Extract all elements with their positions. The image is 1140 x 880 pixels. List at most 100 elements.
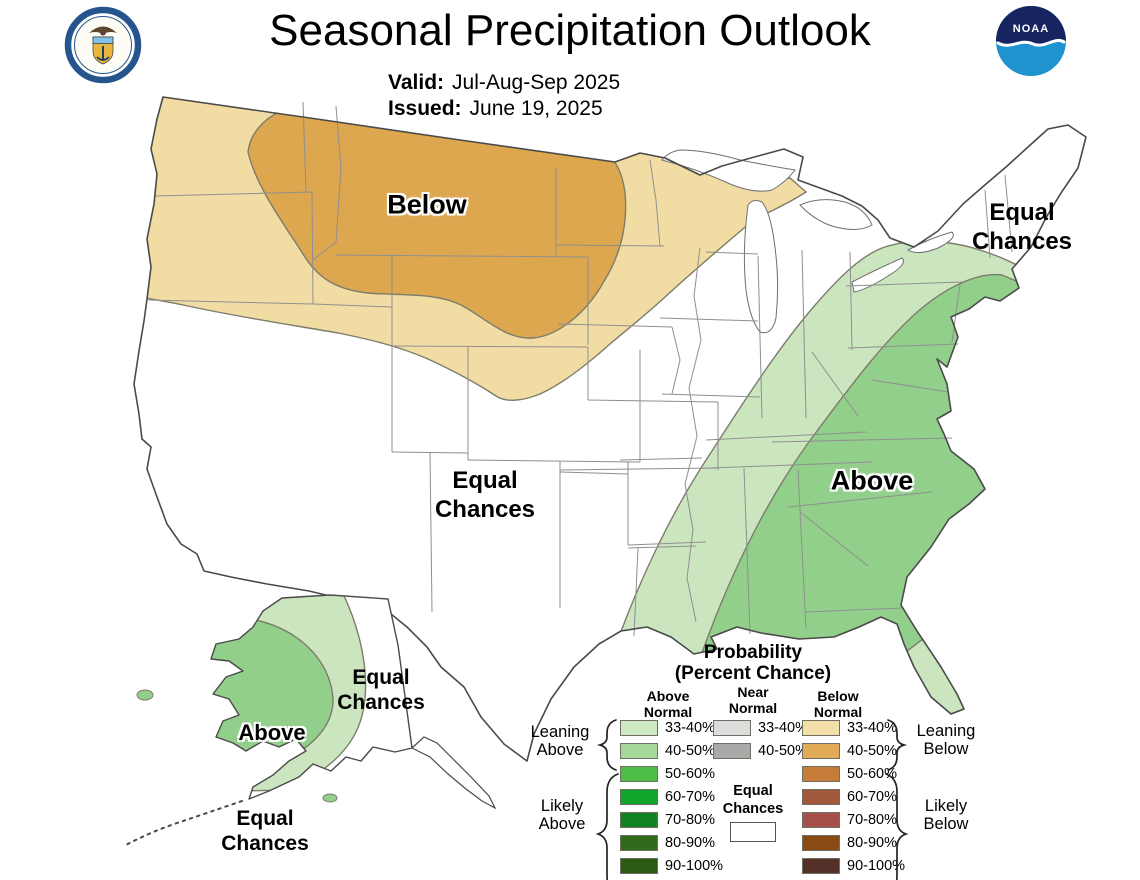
legend-column-above-normal: 33-40% 40-50% 50-60% 60-70% 70-80% 80-90% 90-1… (620, 720, 723, 880)
brace-likely-above (595, 773, 619, 880)
label-equal-chances-alaska-east: Equal Chances (337, 666, 425, 714)
legend-swatch-above-40-50% (620, 743, 658, 759)
legend-likely-below-label: Likely Below (923, 797, 969, 833)
label-equal-chances-central: Equal Chances (434, 467, 536, 523)
legend-row-label: 70-80% (847, 812, 897, 828)
legend-header-near-normal: Near Normal (728, 684, 778, 716)
legend-title: Probability (703, 642, 803, 663)
legend-row-label: 90-100% (847, 858, 906, 874)
legend-equal-chances-label: Equal Chances (722, 783, 784, 817)
legend-leaning-below-label: Leaning Below (916, 722, 976, 758)
legend-row-label: 33-40% (758, 720, 808, 736)
legend-row-below-90-100%: 90-100% (802, 858, 905, 874)
legend-row-above-40-50%: 40-50% (620, 743, 723, 759)
label-above-southeast: Above (830, 465, 914, 496)
legend-row-label: 60-70% (665, 789, 715, 805)
legend-swatch-near-40-50% (713, 743, 751, 759)
lake-michigan (743, 200, 779, 334)
legend-swatch-above-33-40% (620, 720, 658, 736)
legend-row-below-33-40%: 33-40% (802, 720, 905, 736)
legend-row-label: 50-60% (847, 766, 897, 782)
alaska-outline (210, 594, 413, 800)
legend-swatch-above-70-80% (620, 812, 658, 828)
valid-line: Valid: Jul-Aug-Sep 2025 (388, 70, 620, 96)
legend-row-near-33-40%: 33-40% (713, 720, 808, 736)
lake-superior (661, 149, 796, 192)
legend-row-label: 40-50% (847, 743, 897, 759)
legend-row-label: 40-50% (758, 743, 808, 759)
label-below: Below (387, 189, 467, 220)
legend-swatch-below-60-70% (802, 789, 840, 805)
legend-swatch-above-60-70% (620, 789, 658, 805)
noaa-logo: NOAA (996, 6, 1066, 76)
validity-block: Valid: Jul-Aug-Sep 2025 Issued: June 19, 2… (388, 70, 620, 122)
legend-header-above-normal: Above Normal (643, 688, 693, 720)
legend-swatch-below-70-80% (802, 812, 840, 828)
legend-row-label: 40-50% (665, 743, 715, 759)
nunivak-island (136, 689, 154, 701)
legend-row-label: 50-60% (665, 766, 715, 782)
lake-huron (799, 199, 873, 230)
legend-row-label: 33-40% (847, 720, 897, 736)
valid-value: Jul-Aug-Sep 2025 (452, 71, 621, 94)
legend-swatch-below-40-50% (802, 743, 840, 759)
legend-swatch-below-50-60% (802, 766, 840, 782)
legend-equal-chances-swatch (730, 822, 776, 842)
legend-swatch-below-90-100% (802, 858, 840, 874)
noaa-seagull-icon (996, 38, 1066, 47)
legend-row-below-60-70%: 60-70% (802, 789, 905, 805)
issued-line: Issued: June 19, 2025 (388, 96, 620, 122)
brace-likely-below (885, 773, 909, 880)
brace-leaning-below (887, 719, 908, 771)
brace-leaning-above (596, 719, 617, 771)
dept-of-commerce-seal (64, 6, 142, 84)
legend-row-above-70-80%: 70-80% (620, 812, 723, 828)
legend-swatch-above-80-90% (620, 835, 658, 851)
legend-braces (595, 719, 909, 880)
legend-swatch-above-50-60% (620, 766, 658, 782)
valid-label: Valid: (388, 71, 445, 94)
legend-header-below-normal: Below Normal (813, 688, 863, 720)
legend-row-label: 80-90% (665, 835, 715, 851)
legend-row-above-90-100%: 90-100% (620, 858, 723, 874)
legend-row-below-40-50%: 40-50% (802, 743, 905, 759)
legend-row-below-70-80%: 70-80% (802, 812, 905, 828)
legend-column-below-normal: 33-40% 40-50% 50-60% 60-70% 70-80% 80-90% 90-1… (802, 720, 905, 880)
legend-swatch-above-90-100% (620, 858, 658, 874)
legend-row-label: 90-100% (665, 858, 724, 874)
legend-row-above-60-70%: 60-70% (620, 789, 723, 805)
legend-row-below-50-60%: 50-60% (802, 766, 905, 782)
aleutian-islands (123, 800, 243, 847)
noaa-sky-shape (996, 6, 1066, 46)
legend-row-label: 70-80% (665, 812, 715, 828)
legend-likely-above-label: Likely Above (538, 797, 586, 833)
lake-ontario (906, 231, 954, 254)
legend-row-below-80-90%: 80-90% (802, 835, 905, 851)
legend-row-label: 60-70% (847, 789, 897, 805)
us-outline (133, 96, 1087, 762)
alaska-panhandle (410, 736, 497, 810)
great-lakes (661, 149, 954, 334)
label-above-alaska: Above (238, 720, 306, 745)
state-boundaries (147, 101, 1013, 637)
issued-value: June 19, 2025 (469, 97, 603, 120)
legend-row-above-80-90%: 80-90% (620, 835, 723, 851)
label-equal-chances-northeast: Equal Chances (971, 199, 1073, 255)
legend-swatch-below-33-40% (802, 720, 840, 736)
noaa-logo-text: NOAA (1013, 23, 1049, 35)
issued-label: Issued: (388, 97, 462, 120)
lake-erie (851, 257, 904, 293)
probability-legend: Probability (Percent Chance) Above Norma… (530, 642, 1010, 880)
legend-swatch-below-80-90% (802, 835, 840, 851)
legend-row-label: 33-40% (665, 720, 715, 736)
page-title: Seasonal Precipitation Outlook (269, 6, 871, 55)
legend-swatch-near-33-40% (713, 720, 751, 736)
legend-leaning-above-label: Leaning Above (530, 723, 590, 759)
legend-row-label: 80-90% (847, 835, 897, 851)
legend-row-above-50-60%: 50-60% (620, 766, 723, 782)
label-equal-chances-alaska-south: Equal Chances (221, 807, 309, 855)
legend-row-above-33-40%: 33-40% (620, 720, 723, 736)
legend-subtitle: (Percent Chance) (674, 663, 832, 684)
